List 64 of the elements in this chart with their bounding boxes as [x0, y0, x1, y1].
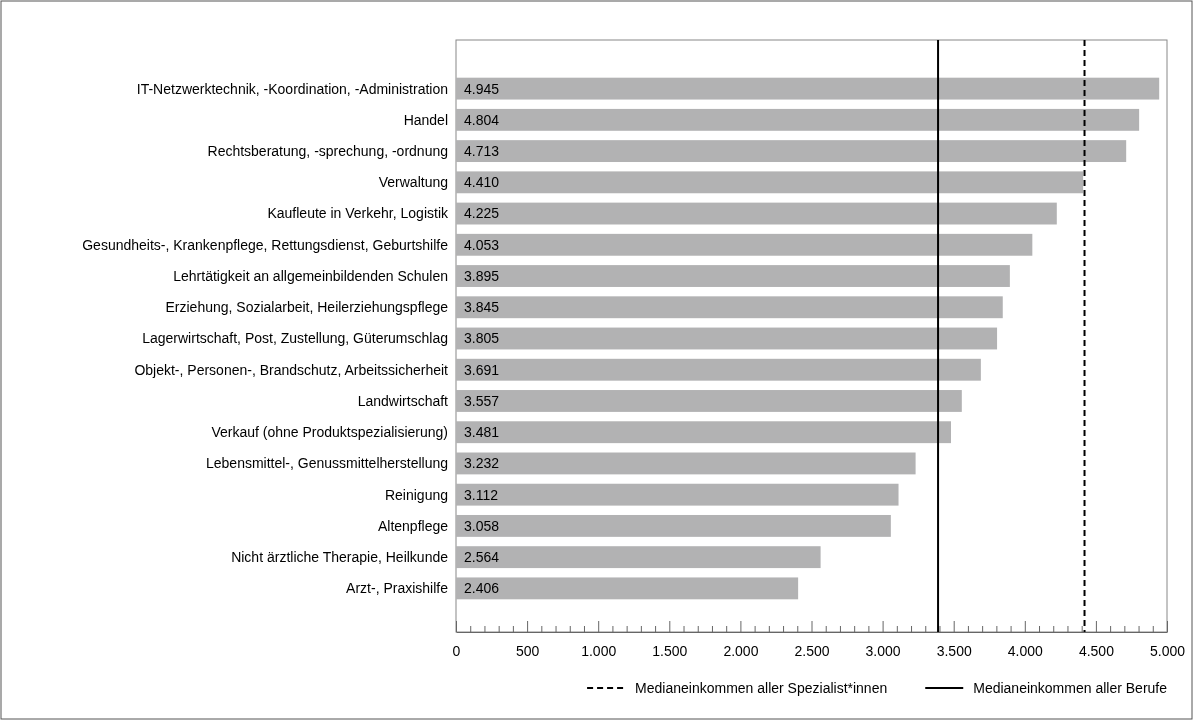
x-tick-label: 1.000 — [581, 642, 617, 659]
data-label: 3.481 — [464, 424, 500, 441]
x-tick-label: 3.000 — [865, 642, 901, 659]
y-tick-label: Lebensmittel-, Genussmittelherstellung — [205, 455, 448, 472]
bar — [456, 202, 1057, 225]
bar — [456, 483, 899, 506]
data-label: 3.805 — [464, 330, 500, 347]
data-label: 3.895 — [464, 267, 500, 284]
legend-label: Medianeinkommen aller Berufe — [973, 679, 1168, 696]
data-label: 3.058 — [464, 517, 500, 534]
y-tick-label: Landwirtschaft — [357, 392, 449, 409]
x-tick-label: 4.000 — [1007, 642, 1044, 659]
y-tick-label: Rechtsberatung, -sprechung, -ordnung — [207, 142, 448, 159]
x-tick-label: 4.500 — [1078, 642, 1115, 659]
data-label: 3.845 — [464, 299, 500, 316]
data-label: 3.232 — [464, 455, 500, 472]
y-tick-label: Verwaltung — [378, 174, 448, 191]
data-label: 2.406 — [464, 580, 500, 597]
bar — [456, 140, 1127, 163]
y-tick-label: Arzt-, Praxishilfe — [346, 580, 449, 597]
data-label: 3.557 — [464, 392, 500, 409]
bar — [456, 233, 1033, 256]
x-tick-label: 2.500 — [794, 642, 830, 659]
bar — [456, 452, 916, 475]
data-label: 4.053 — [464, 236, 500, 253]
bar — [456, 265, 1010, 287]
x-tick-label: 0 — [452, 642, 461, 659]
data-label: 3.112 — [464, 486, 499, 503]
bar — [456, 546, 821, 569]
y-tick-label: IT-Netzwerktechnik, -Koordination, -Administration — [136, 80, 448, 97]
legend-label: Medianeinkommen aller Spezialist*innen — [635, 679, 888, 696]
bar — [456, 577, 799, 600]
y-tick-label: Verkauf (ohne Produktspezialisierung) — [211, 424, 448, 441]
data-label: 2.564 — [464, 549, 500, 566]
bar — [456, 296, 1003, 319]
data-label: 4.225 — [464, 205, 500, 222]
y-tick-label: Lagerwirtschaft, Post, Zustellung, Güterumschlag — [142, 330, 448, 347]
y-tick-label: Gesundheits-, Krankenpflege, Rettungsdienst, Geburtshilfe — [82, 236, 449, 253]
data-label: 4.713 — [464, 142, 500, 159]
y-tick-label: Reinigung — [384, 486, 448, 503]
x-tick-label: 500 — [515, 642, 540, 659]
data-label: 3.691 — [464, 361, 500, 378]
x-tick-label: 2.000 — [723, 642, 759, 659]
bar — [456, 327, 998, 350]
y-tick-label: Erziehung, Sozialarbeit, Heilerziehungspflege — [165, 299, 449, 316]
bar — [456, 77, 1160, 100]
data-label: 4.945 — [464, 80, 500, 97]
y-tick-label: Objekt-, Personen-, Brandschutz, Arbeitssicherheit — [134, 361, 449, 378]
bar — [456, 171, 1084, 194]
bar — [456, 390, 962, 412]
data-label: 4.410 — [464, 174, 500, 191]
y-tick-label: Kaufleute in Verkehr, Logistik — [267, 205, 449, 222]
y-tick-label: Handel — [403, 111, 448, 128]
x-tick-label: 3.500 — [936, 642, 972, 659]
x-tick-label: 5.000 — [1149, 642, 1186, 659]
y-tick-label: Altenpflege — [377, 517, 449, 534]
bar — [456, 514, 891, 537]
y-tick-label: Lehrtätigkeit an allgemeinbildenden Schulen — [173, 267, 448, 284]
y-tick-label: Nicht ärztliche Therapie, Heilkunde — [231, 549, 449, 566]
bar — [456, 358, 981, 381]
bar — [456, 421, 951, 444]
data-label: 4.804 — [464, 111, 500, 128]
x-tick-label: 1.500 — [652, 642, 688, 659]
bar — [456, 108, 1140, 131]
